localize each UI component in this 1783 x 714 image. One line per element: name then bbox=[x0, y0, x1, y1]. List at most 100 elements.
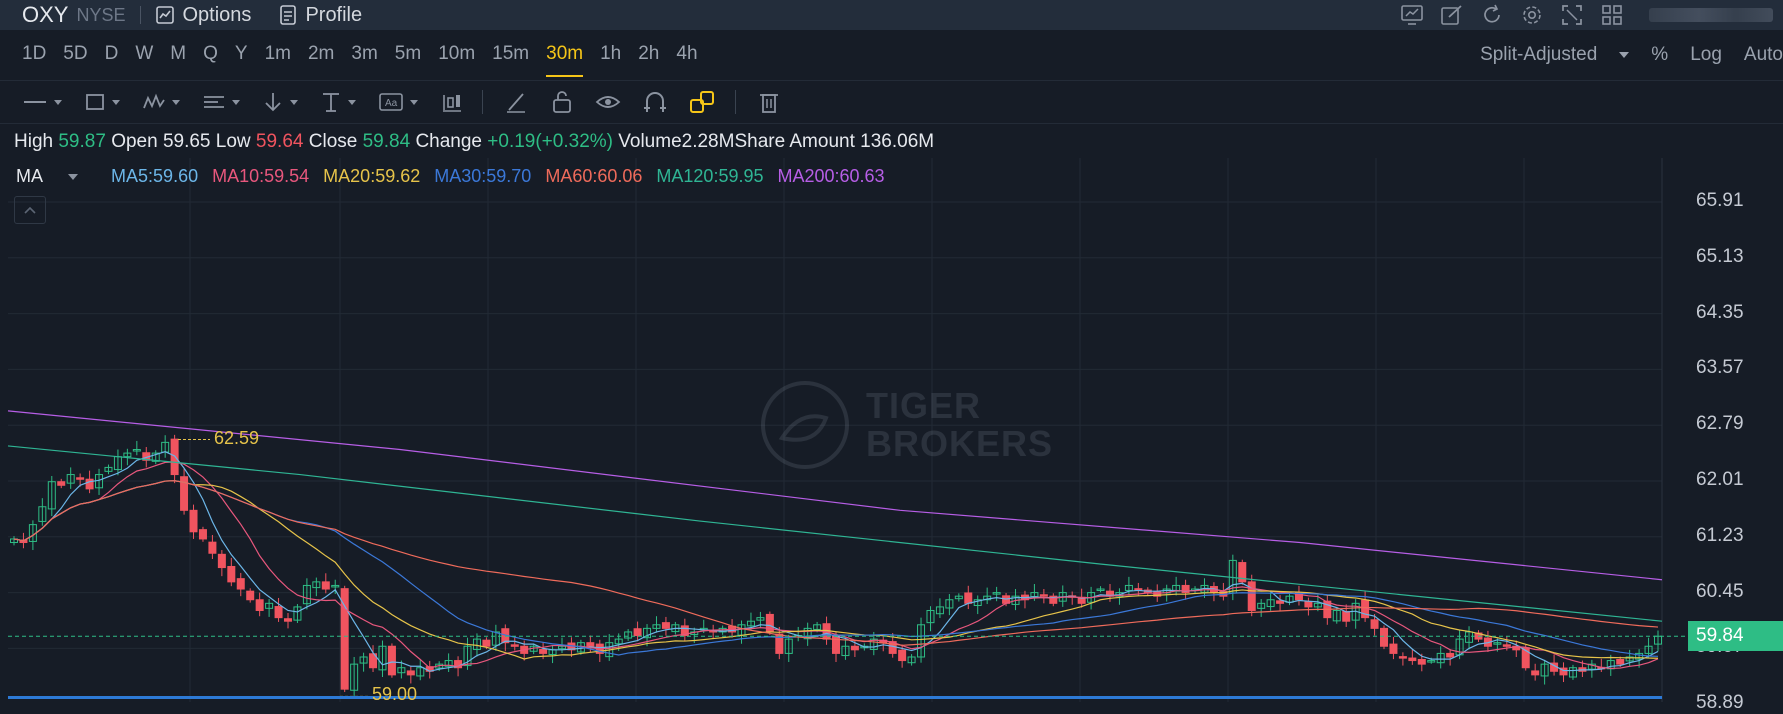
candle-body bbox=[746, 620, 755, 627]
trash-icon bbox=[760, 94, 778, 113]
candle-body bbox=[265, 602, 274, 609]
text-tool[interactable]: Aa bbox=[378, 92, 418, 112]
arrow-tool[interactable] bbox=[262, 91, 298, 113]
period-tab-1m[interactable]: 1m bbox=[264, 43, 291, 64]
candle-body bbox=[803, 627, 812, 640]
delete-tool[interactable] bbox=[758, 90, 780, 114]
monitor-chart-icon[interactable] bbox=[1401, 5, 1423, 25]
fibonacci-tool[interactable] bbox=[202, 92, 240, 112]
visibility-tool[interactable] bbox=[595, 92, 621, 112]
profile-link[interactable]: Profile bbox=[279, 4, 362, 27]
wave-pattern-icon bbox=[143, 93, 165, 109]
magnet-tool[interactable] bbox=[643, 90, 667, 114]
candle-body bbox=[945, 599, 954, 609]
candle-body bbox=[246, 590, 255, 601]
candle-body bbox=[869, 638, 878, 650]
candle-body bbox=[935, 606, 944, 615]
pattern-tool[interactable] bbox=[142, 92, 180, 112]
period-tab-5d[interactable]: 5D bbox=[63, 43, 88, 64]
indicator-tool[interactable] bbox=[440, 91, 462, 113]
log-toggle[interactable]: Log bbox=[1690, 44, 1722, 65]
candle-body bbox=[973, 599, 982, 606]
price-axis-label: 65.91 bbox=[1696, 190, 1744, 211]
percent-toggle[interactable]: % bbox=[1651, 44, 1669, 65]
candle-body bbox=[350, 663, 359, 691]
candle-body bbox=[1531, 670, 1540, 676]
period-tab-1d[interactable]: 1D bbox=[22, 43, 47, 64]
candle-body bbox=[539, 648, 548, 654]
change-value: +0.19(+0.32%) bbox=[487, 131, 613, 152]
candle-body bbox=[406, 670, 415, 676]
candle-body bbox=[1635, 652, 1644, 660]
settings-icon[interactable] bbox=[1521, 4, 1543, 26]
candle-body bbox=[1181, 584, 1190, 594]
candle-body bbox=[784, 638, 793, 654]
auto-toggle[interactable]: Auto bbox=[1743, 44, 1783, 65]
candle-body bbox=[387, 645, 396, 676]
refresh-icon[interactable] bbox=[1481, 4, 1503, 26]
high-marker-label: 62.59 bbox=[214, 428, 260, 448]
period-tab-5m[interactable]: 5m bbox=[394, 43, 422, 64]
candle-body bbox=[1540, 663, 1549, 677]
ma-value-1: MA10:59.54 bbox=[212, 166, 310, 186]
candle-body bbox=[1313, 602, 1322, 608]
ma20-line bbox=[13, 480, 1659, 660]
period-tab-w[interactable]: W bbox=[135, 43, 154, 64]
high-label: High bbox=[14, 131, 54, 152]
period-tab-10m[interactable]: 10m bbox=[438, 43, 476, 64]
rectangle-tool[interactable] bbox=[84, 92, 120, 112]
edit-icon[interactable] bbox=[1441, 5, 1463, 25]
price-chart[interactable] bbox=[0, 158, 1783, 702]
time-range-bar bbox=[8, 696, 1662, 699]
ticker-symbol[interactable]: OXY bbox=[22, 2, 69, 27]
period-tab-m[interactable]: M bbox=[170, 43, 187, 64]
candle-body bbox=[1502, 644, 1511, 647]
adjust-dropdown[interactable]: Split-Adjusted bbox=[1458, 44, 1630, 66]
candle-body bbox=[1124, 584, 1133, 591]
options-label: Options bbox=[182, 3, 252, 26]
candle-body bbox=[397, 667, 406, 674]
high-value: 59.87 bbox=[58, 131, 106, 152]
period-tab-q[interactable]: Q bbox=[203, 43, 218, 64]
period-tab-30m[interactable]: 30m bbox=[546, 43, 583, 77]
link-tool[interactable] bbox=[689, 90, 715, 114]
period-tab-15m[interactable]: 15m bbox=[492, 43, 530, 64]
period-tab-2m[interactable]: 2m bbox=[307, 43, 335, 64]
period-tab-d[interactable]: D bbox=[104, 43, 119, 64]
collapse-legend-button[interactable] bbox=[14, 196, 46, 224]
candle-body bbox=[1380, 627, 1388, 647]
candle-body bbox=[312, 581, 321, 589]
lock-tool[interactable] bbox=[551, 90, 573, 114]
measure-tool[interactable] bbox=[320, 91, 356, 113]
period-tab-4h[interactable]: 4h bbox=[676, 43, 698, 64]
ma-value-3: MA30:59.70 bbox=[434, 166, 532, 186]
grid-layout-icon[interactable] bbox=[1601, 4, 1623, 26]
watermark-logo: TIGER BROKERS bbox=[760, 380, 1053, 470]
chevron-up-icon bbox=[24, 206, 36, 214]
candle-body bbox=[992, 592, 1001, 595]
account-name-blurred[interactable] bbox=[1649, 8, 1773, 22]
candle-body bbox=[1398, 656, 1407, 659]
chart-options: Split-Adjusted % Log Auto bbox=[1436, 30, 1783, 80]
candle-body bbox=[1568, 667, 1577, 678]
ma-legend: MA MA5:59.60 MA10:59.54 MA20:59.62 MA30:59.… bbox=[16, 166, 899, 187]
candle-body bbox=[378, 645, 387, 671]
adjust-label: Split-Adjusted bbox=[1480, 44, 1598, 65]
candle-body bbox=[284, 618, 292, 622]
period-tab-2h[interactable]: 2h bbox=[638, 43, 660, 64]
ma-selector[interactable]: MA bbox=[16, 166, 92, 186]
fullscreen-icon[interactable] bbox=[1561, 4, 1583, 26]
candle-body bbox=[1276, 600, 1285, 604]
period-tab-y[interactable]: Y bbox=[234, 43, 248, 64]
candle-body bbox=[1436, 652, 1445, 664]
options-link[interactable]: Options bbox=[155, 3, 252, 27]
candle-body bbox=[1389, 643, 1398, 654]
period-tab-3m[interactable]: 3m bbox=[351, 43, 378, 64]
rectangle-icon bbox=[86, 94, 104, 110]
period-tab-1h[interactable]: 1h bbox=[600, 43, 622, 64]
candle-body bbox=[1625, 656, 1634, 662]
candle-body bbox=[1587, 663, 1596, 670]
line-tool[interactable] bbox=[22, 92, 62, 112]
brush-tool[interactable] bbox=[505, 90, 529, 114]
last-price-tag: 59.84 bbox=[1688, 621, 1783, 651]
